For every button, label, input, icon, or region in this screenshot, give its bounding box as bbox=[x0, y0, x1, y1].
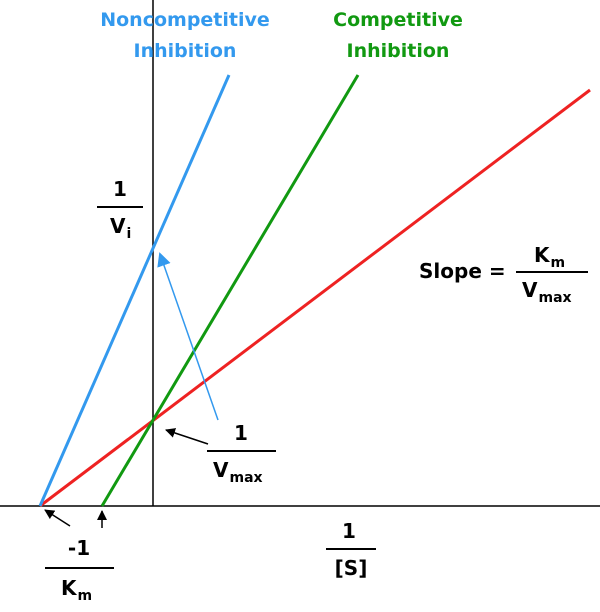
slope-label-numerator: Km bbox=[534, 243, 565, 271]
x-axis-label-denominator: [S] bbox=[335, 556, 368, 580]
slope-label-denominator: Vmax bbox=[522, 278, 572, 306]
slope-label-prefix: Slope = bbox=[419, 259, 506, 283]
noncompetitive-inhibition-line bbox=[38, 74, 231, 507]
vmax-blue-arrow bbox=[157, 252, 219, 421]
x-axis-label-numerator: 1 bbox=[342, 519, 356, 543]
vmax-label-numerator: 1 bbox=[234, 421, 248, 445]
vmax-black-arrow bbox=[165, 428, 209, 445]
noncompetitive-title-line2: Inhibition bbox=[134, 40, 237, 62]
vmax-label-denominator: Vmax bbox=[213, 458, 263, 486]
competitive-title-line2: Inhibition bbox=[347, 40, 450, 62]
y-axis-label-numerator: 1 bbox=[113, 177, 127, 201]
noncompetitive-title-line1: Noncompetitive bbox=[100, 9, 270, 31]
uninhibited-line bbox=[39, 88, 591, 508]
km-black-arrow bbox=[44, 509, 71, 527]
competitive-title-line1: Competitive bbox=[333, 9, 463, 31]
competitive-inhibition-line bbox=[100, 74, 360, 507]
y-axis-label-denominator: Vi bbox=[110, 214, 131, 242]
km-label-denominator: Km bbox=[61, 576, 92, 604]
km-label-numerator: -1 bbox=[68, 536, 90, 560]
